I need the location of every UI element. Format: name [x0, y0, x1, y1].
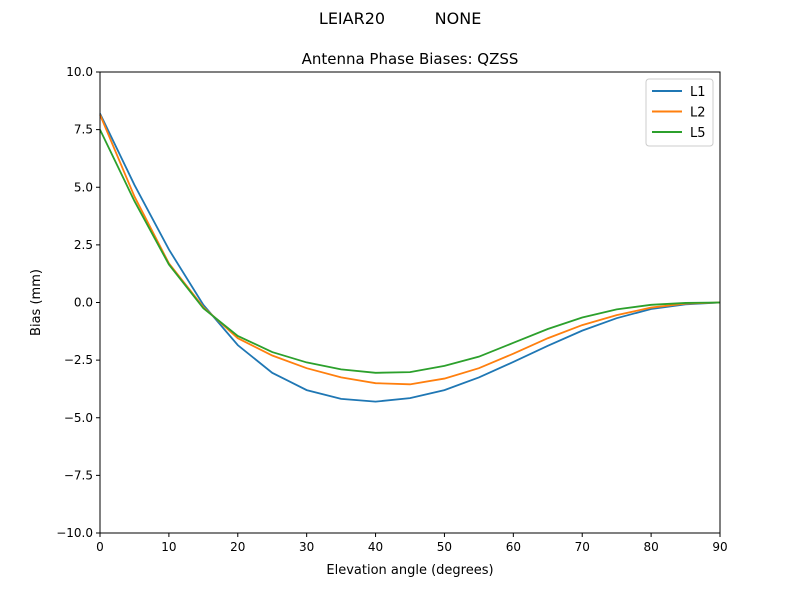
y-tick-label: −2.5 [64, 353, 93, 367]
x-tick-label: 0 [96, 540, 104, 554]
y-axis-label: Bias (mm) [29, 269, 44, 336]
y-tick-label: −7.5 [64, 468, 93, 482]
y-tick-label: −5.0 [64, 411, 93, 425]
y-tick-label: −10.0 [56, 526, 93, 540]
y-tick-label: 5.0 [74, 180, 93, 194]
legend-label: L5 [690, 126, 706, 141]
legend: L1 L2 L5 [645, 78, 714, 147]
x-axis-label: Elevation angle (degrees) [326, 563, 493, 578]
x-tick-label: 50 [437, 540, 452, 554]
legend-label: L1 [690, 85, 706, 100]
series-line-l1 [99, 113, 721, 403]
y-tick-label: 10.0 [66, 65, 93, 79]
series-line-l5 [99, 129, 721, 374]
y-tick-label: 2.5 [74, 238, 93, 252]
suptitle-radome: NONE [435, 9, 482, 28]
x-tick-label: 90 [712, 540, 727, 554]
chart-title: Antenna Phase Biases: QZSS [302, 50, 519, 68]
plot-frame [99, 71, 721, 534]
y-tick-label: 0.0 [74, 296, 93, 310]
x-tick-label: 70 [575, 540, 590, 554]
y-tick-label: 7.5 [74, 123, 93, 137]
suptitle-antenna: LEIAR20 NONE [319, 9, 481, 28]
x-tick-label: 20 [230, 540, 245, 554]
x-tick-label: 60 [506, 540, 521, 554]
x-tick-label: 10 [161, 540, 176, 554]
x-tick-label: 40 [368, 540, 383, 554]
series-line-l2 [99, 114, 721, 386]
legend-label: L2 [690, 106, 706, 121]
x-tick-label: 30 [299, 540, 314, 554]
x-tick-label: 80 [643, 540, 658, 554]
